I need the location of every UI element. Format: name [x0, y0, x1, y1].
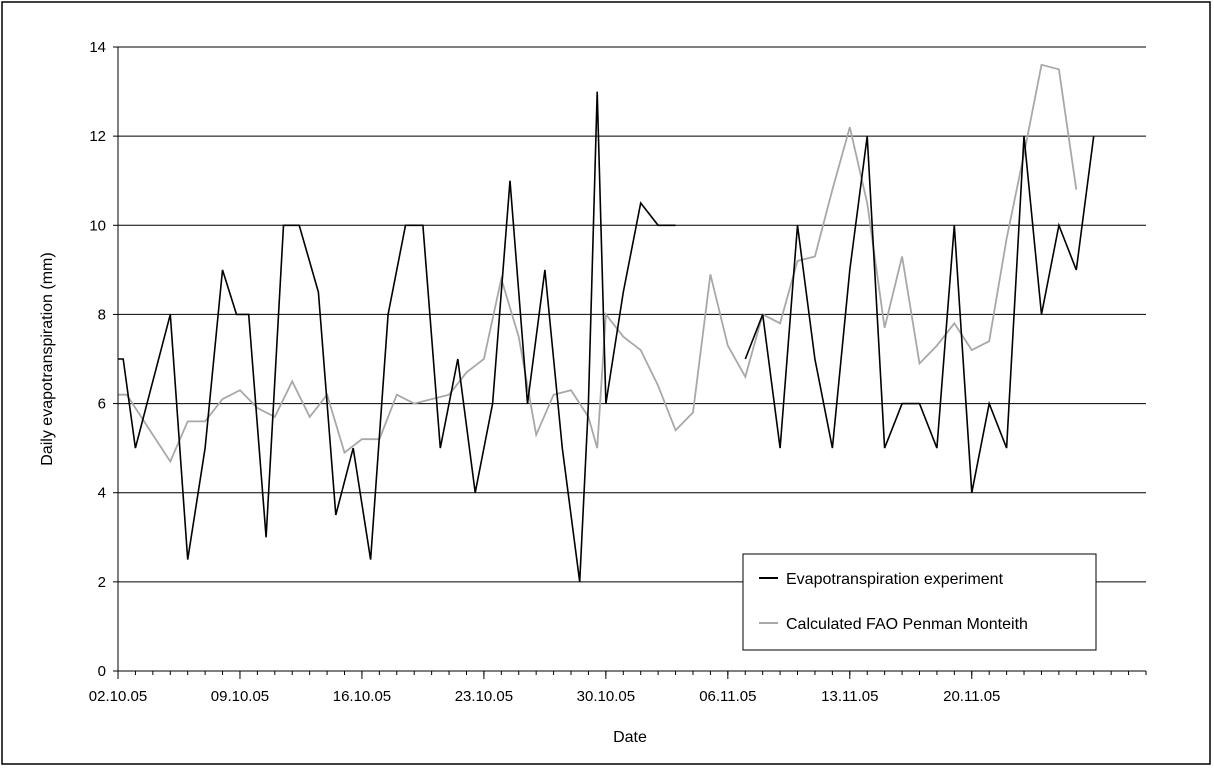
x-tick-label: 13.11.05 — [821, 688, 878, 705]
legend-box — [742, 553, 1097, 651]
x-axis-label: Date — [613, 729, 647, 746]
y-tick-label: 0 — [98, 663, 106, 680]
x-axis-ticks: 02.10.05 09.10.05 16.10.05 23.10.05 30.10.05… — [89, 671, 1147, 705]
y-tick-label: 6 — [98, 396, 106, 413]
series-layer — [118, 63, 1095, 583]
x-tick-label: 09.10.05 — [211, 688, 269, 705]
y-axis-ticks: 0 2 4 6 8 10 12 14 — [89, 39, 118, 680]
x-tick-label: 02.10.05 — [89, 688, 147, 705]
legend-label-experiment: Evapotranspiration experiment — [786, 571, 1004, 588]
series-line-penman-monteith — [118, 63, 1078, 464]
y-tick-label: 10 — [89, 217, 106, 234]
x-tick-label: 06.11.05 — [699, 688, 756, 705]
legend-label-penman-monteith: Calculated FAO Penman Monteith — [786, 616, 1028, 633]
y-tick-label: 2 — [98, 574, 106, 591]
y-tick-label: 8 — [98, 306, 106, 323]
x-tick-label: 20.11.05 — [943, 688, 1000, 705]
y-tick-label: 12 — [89, 128, 106, 145]
series-line-experiment — [118, 91, 1095, 583]
x-tick-label: 30.10.05 — [577, 688, 635, 705]
x-tick-label: 16.10.05 — [333, 688, 391, 705]
legend: Evapotranspiration experiment Calculated… — [742, 553, 1097, 651]
y-tick-label: 14 — [89, 39, 106, 56]
y-axis-label: Daily evapotranspiration (mm) — [39, 252, 56, 465]
x-tick-label: 23.10.05 — [455, 688, 513, 705]
y-tick-label: 4 — [98, 485, 106, 502]
